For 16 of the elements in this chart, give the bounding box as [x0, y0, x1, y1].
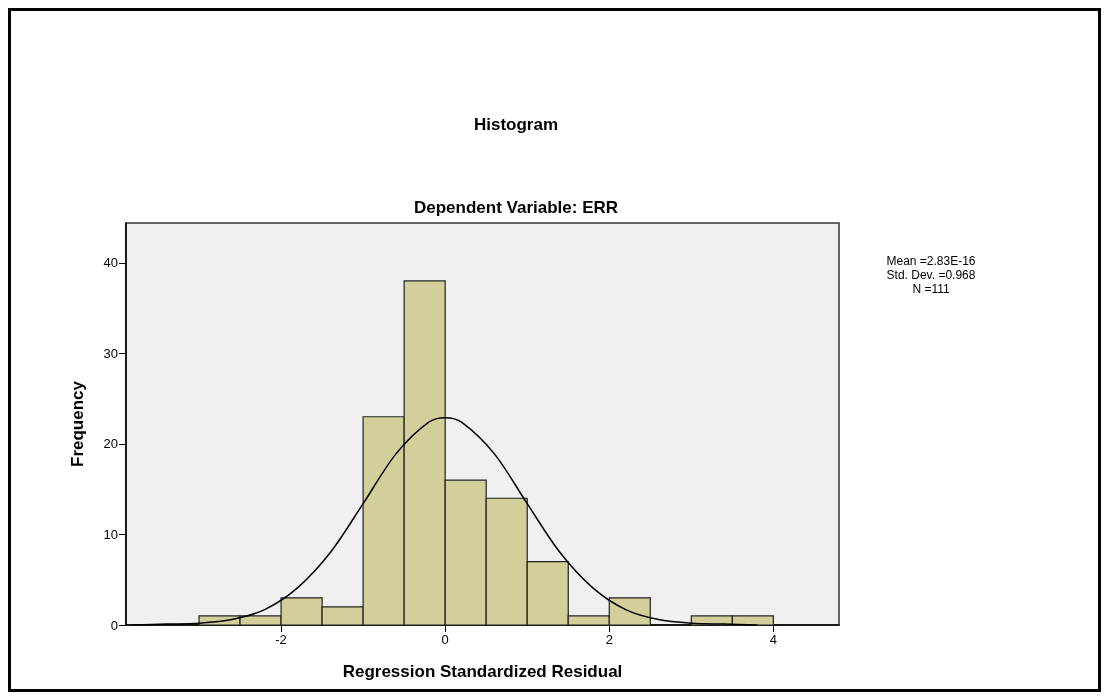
text: N =111	[912, 282, 950, 296]
y-tick-label: 10	[103, 526, 118, 542]
x-axis-title: Regression Standardized Residual	[342, 662, 623, 681]
x-tick-label: -2	[275, 632, 287, 647]
chart-subtitle: Dependent Variable: ERR	[413, 198, 619, 217]
text: Std. Dev. =0.968	[886, 268, 976, 282]
chart-title: Histogram	[473, 115, 559, 134]
x-tick-label: 0	[441, 632, 449, 647]
y-tick-label: 0	[110, 617, 118, 633]
y-tick-label: 40	[103, 255, 118, 271]
x-tick-label: 4	[769, 632, 777, 647]
y-tick-label: 20	[103, 436, 118, 452]
y-tick-label: 30	[103, 345, 118, 361]
x-tick-label: 2	[605, 632, 613, 647]
y-axis-title: Frequency	[68, 380, 87, 467]
text: Mean =2.83E-16	[886, 254, 976, 268]
